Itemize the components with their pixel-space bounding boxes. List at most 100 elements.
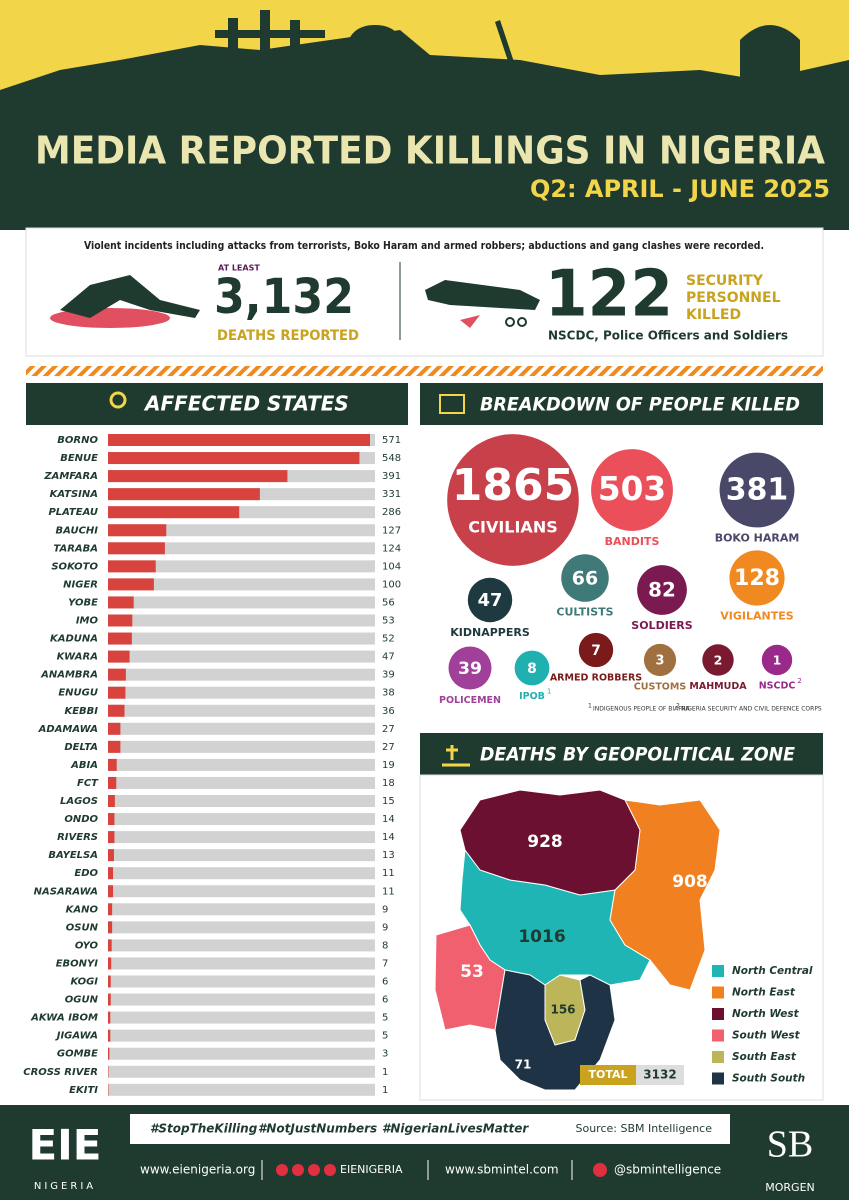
bar-track [108, 975, 375, 988]
bar [108, 831, 115, 844]
bubble-value: 2 [714, 653, 723, 668]
bar [108, 867, 114, 880]
source: Source: SBM Intelligence [575, 1122, 712, 1135]
bar [108, 560, 156, 573]
bar-label: SOKOTO [51, 561, 98, 572]
bar-value: 14 [382, 832, 395, 843]
bar-label: LAGOS [60, 796, 98, 807]
bubble [467, 577, 513, 623]
zone-value: 928 [527, 832, 563, 852]
bar [108, 668, 126, 681]
bar-value: 6 [382, 977, 388, 988]
zone-value: 1016 [518, 927, 565, 947]
footnote-text: NIGERIA SECURITY AND CIVIL DEFENCE CORPS [681, 706, 822, 713]
legend-label: South East [732, 1051, 797, 1063]
legend-swatch [712, 1051, 724, 1063]
bar [108, 524, 167, 537]
victim-icon [50, 275, 200, 328]
bar-track [108, 758, 375, 771]
bar-value: 56 [382, 597, 395, 608]
bar-value: 53 [382, 616, 395, 627]
bar-label: TARABA [53, 543, 98, 554]
bubble-label: BOKO HARAM [715, 531, 800, 544]
bar-label: BORNO [57, 435, 98, 446]
panel-title: BREAKDOWN OF PEOPLE KILLED [480, 394, 800, 416]
security-number: 122 [545, 258, 673, 332]
sb-logo: SB [767, 1124, 813, 1166]
bar-label: NASARAWA [34, 886, 98, 897]
bar-label: EDO [74, 868, 98, 879]
bar [108, 470, 288, 483]
bubble-label: MAHMUDA [689, 681, 747, 692]
bar-value: 47 [382, 652, 395, 663]
bar-track [108, 849, 375, 862]
security-label: SECURITY [686, 273, 764, 289]
grave-icon [439, 394, 465, 414]
security-note: NSCDC, Police Officers and Soldiers [548, 329, 788, 343]
bubble-label: NSCDC [759, 681, 796, 692]
fence [215, 10, 800, 82]
eie-site: www.eienigeria.org [140, 1163, 255, 1177]
bar-label: PLATEAU [48, 507, 98, 518]
bar [108, 596, 134, 609]
cross-icon [442, 745, 470, 767]
bubble [591, 449, 673, 531]
bubble-label: SOLDIERS [631, 619, 692, 632]
bar-label: CROSS RIVER [23, 1067, 98, 1078]
bubble-label: VIGILANTES [720, 610, 793, 623]
bar-value: 27 [382, 742, 395, 753]
map-zone [494, 969, 616, 1091]
bar-label: JIGAWA [55, 1031, 98, 1042]
bar-label: KATSINA [50, 489, 98, 500]
bubble [561, 554, 609, 602]
bar-track [108, 939, 375, 952]
bar-track [108, 903, 375, 916]
panel-title: AFFECTED STATES [143, 392, 349, 416]
bar-value: 548 [382, 453, 401, 464]
bar-value: 9 [382, 904, 388, 915]
bar-value: 571 [382, 435, 401, 446]
bar-track [108, 1083, 375, 1096]
zone-map: 1016 North Central 908 North East 928 North W… [434, 789, 813, 1091]
security-label: KILLED [686, 307, 741, 323]
bar [108, 542, 165, 555]
bar-value: 331 [382, 489, 401, 500]
eie-sub: NIGERIA [34, 1181, 96, 1192]
bar [108, 1029, 111, 1042]
legend-swatch [712, 1072, 724, 1085]
deaths-number: 3,132 [214, 269, 354, 325]
hashtag: #NotJustNumbers [258, 1122, 377, 1136]
bubble-value: 8 [527, 661, 537, 677]
zone-value: 53 [460, 962, 484, 982]
bar-value: 9 [382, 922, 388, 933]
bar-value: 5 [382, 1013, 388, 1024]
legend-label: South West [732, 1030, 801, 1042]
total-label: TOTAL [588, 1068, 627, 1081]
bubble-label: IPOB [519, 691, 545, 702]
bubble [447, 434, 579, 566]
bar-label: ABIA [70, 760, 98, 771]
bar [108, 957, 112, 970]
bubble-value: 39 [458, 659, 482, 679]
bubble-label: KIDNAPPERS [450, 626, 530, 639]
bar-label: RIVERS [57, 832, 98, 843]
bubble-label: CULTISTS [556, 606, 613, 619]
bar-track [108, 722, 375, 735]
bar [108, 434, 370, 446]
bar [108, 993, 111, 1006]
bubble-value: 503 [598, 470, 666, 508]
bubble-value: 3 [656, 654, 665, 669]
bar [108, 704, 125, 717]
bar [108, 1011, 111, 1024]
bar [108, 813, 115, 826]
bar-label: ENUGU [58, 688, 98, 699]
bar-value: 18 [382, 778, 395, 789]
bar-value: 7 [382, 958, 388, 969]
bar-label: KOGI [70, 977, 98, 988]
bar-track [108, 1029, 375, 1042]
bar-label: ONDO [64, 814, 98, 825]
bar-value: 3 [382, 1049, 388, 1060]
panel-title: DEATHS BY GEOPOLITICAL ZONE [480, 744, 795, 766]
